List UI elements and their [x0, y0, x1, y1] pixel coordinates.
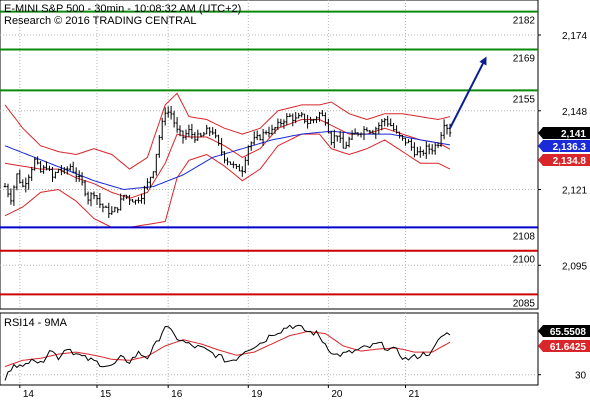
price-tag-last-box: [538, 127, 590, 139]
level-label-2100: 2100: [513, 255, 536, 266]
price-tag-bb-box: [538, 154, 590, 166]
y-tick-label: 2,174: [562, 31, 587, 42]
rsi-panel-background: [0, 312, 539, 386]
level-label-2155: 2155: [513, 94, 536, 105]
price-bars: [3, 106, 452, 218]
forecast-arrow-group: [449, 56, 487, 129]
level-label-2108: 2108: [513, 231, 536, 242]
level-label-2169: 2169: [513, 54, 536, 65]
rsi-y-tick-label: 30: [575, 371, 587, 382]
bollinger-upper-band: [4, 92, 451, 170]
y-tick-label: 2,095: [562, 261, 587, 272]
rsi-ma-value-tag: 61.6425: [550, 342, 587, 353]
rsi-value-tag-box: [538, 325, 590, 337]
x-tick-label: 19: [251, 389, 263, 400]
x-tick-label: 14: [23, 389, 35, 400]
level-label-2182: 2182: [513, 16, 536, 27]
price-tags: 2,141 2,136.3 2,134.8 65.5508 61.6425: [538, 127, 590, 353]
rsi-panel-title: RSI14 - 9MA: [4, 317, 68, 329]
price-tag-ma-box: [538, 140, 590, 152]
rsi-ma-value-tag-box: [538, 340, 590, 352]
y-tick-label: 2,148: [562, 107, 587, 118]
y-axis: 2,174 2,148 2,121 2,095 30: [538, 31, 587, 382]
rsi-line: [4, 324, 451, 381]
y-tick-label: 2,121: [562, 185, 587, 196]
rsi-value-tag: 65.5508: [550, 327, 587, 338]
x-tick-label: 21: [409, 389, 421, 400]
price-tag-ma: 2,136.3: [553, 142, 587, 153]
rsi-panel: [4, 324, 451, 381]
rsi-ma-line: [4, 330, 451, 367]
chart-title: E-MINI S&P 500 - 30min - 10:08:32 AM (UT…: [4, 3, 241, 15]
x-tick-label: 15: [100, 389, 112, 400]
level-label-2085: 2085: [513, 298, 536, 309]
bollinger-lower-band: [4, 133, 451, 228]
price-panel: [3, 92, 452, 228]
vertical-gridlines: [19, 0, 406, 385]
support-resistance-levels: 2182 2169 2155 2108 2100 2085: [0, 10, 538, 309]
price-panel-background: [0, 0, 539, 310]
price-tag-bb: 2,134.8: [553, 156, 587, 167]
x-tick-label: 20: [331, 389, 343, 400]
chart-subtitle: Research © 2016 TRADING CENTRAL: [4, 15, 197, 27]
x-tick-label: 16: [171, 389, 183, 400]
price-tag-last: 2,141: [561, 129, 586, 140]
x-axis: 14 15 16 19 20 21: [19, 385, 421, 400]
forecast-arrow: [449, 56, 487, 129]
